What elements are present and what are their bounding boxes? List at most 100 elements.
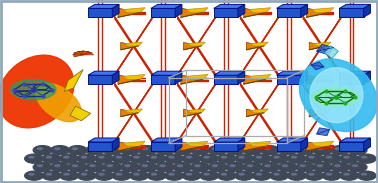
Ellipse shape (64, 156, 69, 158)
Polygon shape (64, 70, 83, 92)
Ellipse shape (72, 165, 77, 167)
Circle shape (296, 163, 314, 172)
Polygon shape (339, 71, 370, 75)
Circle shape (217, 171, 236, 180)
Polygon shape (188, 109, 205, 113)
Polygon shape (307, 75, 328, 84)
Circle shape (191, 146, 209, 155)
Polygon shape (123, 74, 145, 80)
Circle shape (121, 146, 139, 155)
Polygon shape (301, 138, 308, 151)
Ellipse shape (37, 165, 42, 167)
Circle shape (112, 154, 131, 163)
Circle shape (287, 154, 306, 163)
Circle shape (322, 171, 341, 180)
Circle shape (208, 163, 227, 172)
Polygon shape (175, 138, 182, 151)
Ellipse shape (230, 148, 235, 150)
Polygon shape (88, 75, 112, 84)
Circle shape (208, 146, 227, 155)
Circle shape (182, 154, 201, 163)
Ellipse shape (239, 156, 244, 158)
Ellipse shape (90, 165, 95, 167)
Polygon shape (175, 71, 182, 84)
Polygon shape (112, 4, 119, 17)
Circle shape (173, 146, 192, 155)
Ellipse shape (300, 165, 305, 167)
Ellipse shape (125, 165, 130, 167)
Polygon shape (214, 75, 238, 84)
Polygon shape (78, 51, 88, 55)
Ellipse shape (55, 148, 60, 150)
Polygon shape (151, 138, 182, 142)
Circle shape (138, 146, 157, 155)
Ellipse shape (335, 165, 340, 167)
Ellipse shape (177, 165, 183, 167)
Polygon shape (188, 42, 205, 46)
Circle shape (51, 146, 69, 155)
Circle shape (42, 171, 61, 180)
Ellipse shape (318, 165, 322, 167)
Circle shape (357, 171, 376, 180)
Circle shape (25, 154, 43, 163)
Ellipse shape (353, 148, 358, 150)
Circle shape (77, 154, 96, 163)
Polygon shape (151, 142, 175, 151)
Polygon shape (214, 142, 238, 151)
Polygon shape (301, 4, 308, 17)
Ellipse shape (239, 173, 244, 175)
Polygon shape (364, 71, 370, 84)
Circle shape (191, 163, 209, 172)
Polygon shape (121, 109, 138, 117)
Ellipse shape (46, 156, 51, 158)
Polygon shape (316, 44, 334, 55)
Ellipse shape (327, 156, 332, 158)
Polygon shape (339, 75, 364, 84)
Polygon shape (309, 109, 327, 117)
Circle shape (121, 163, 139, 172)
Polygon shape (277, 4, 308, 8)
Ellipse shape (90, 148, 95, 150)
Ellipse shape (361, 156, 367, 158)
Ellipse shape (36, 83, 81, 122)
Ellipse shape (299, 59, 377, 132)
Polygon shape (251, 109, 268, 113)
Ellipse shape (29, 156, 34, 158)
Ellipse shape (0, 55, 74, 128)
Polygon shape (277, 71, 308, 75)
Ellipse shape (274, 173, 279, 175)
Ellipse shape (186, 156, 192, 158)
Ellipse shape (256, 156, 262, 158)
Polygon shape (317, 128, 330, 136)
Circle shape (51, 163, 69, 172)
Circle shape (287, 171, 306, 180)
Circle shape (95, 154, 113, 163)
Polygon shape (118, 75, 140, 84)
Polygon shape (181, 8, 203, 18)
Polygon shape (246, 109, 264, 117)
Circle shape (305, 171, 324, 180)
Polygon shape (339, 142, 364, 151)
Polygon shape (88, 142, 112, 151)
Ellipse shape (353, 165, 358, 167)
Polygon shape (123, 141, 145, 146)
Polygon shape (312, 74, 334, 80)
Polygon shape (83, 51, 94, 55)
Circle shape (138, 163, 157, 172)
Circle shape (296, 146, 314, 155)
Ellipse shape (361, 173, 367, 175)
Ellipse shape (230, 165, 235, 167)
Ellipse shape (212, 148, 218, 150)
Ellipse shape (327, 173, 332, 175)
Polygon shape (214, 71, 245, 75)
Ellipse shape (107, 148, 113, 150)
Polygon shape (112, 71, 119, 84)
Polygon shape (151, 75, 175, 84)
Circle shape (60, 154, 78, 163)
Ellipse shape (222, 156, 226, 158)
Polygon shape (125, 42, 143, 46)
Polygon shape (181, 142, 203, 151)
Circle shape (165, 171, 183, 180)
Circle shape (130, 171, 148, 180)
Polygon shape (339, 4, 370, 8)
